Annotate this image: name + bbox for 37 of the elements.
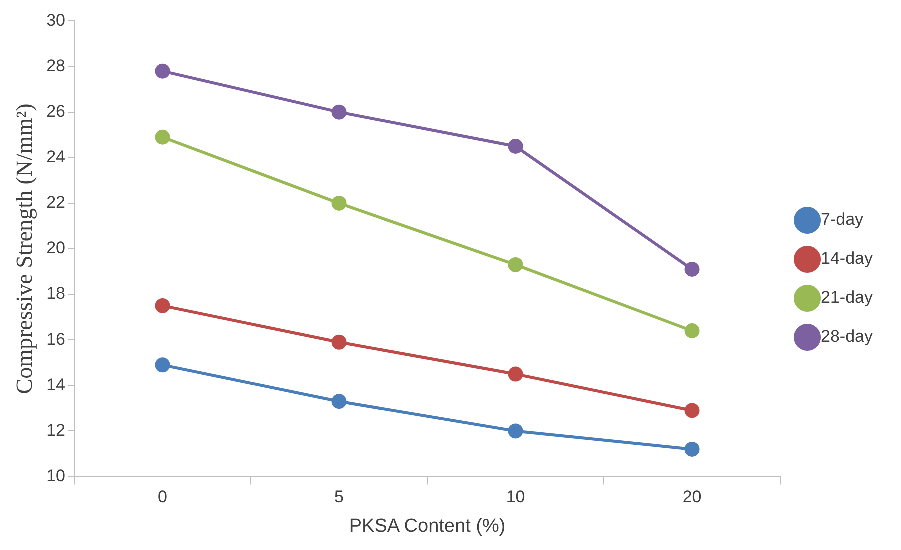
legend-label: 7-day (821, 210, 864, 230)
point (155, 358, 170, 373)
legend-label: 21-day (821, 288, 874, 308)
point (332, 394, 347, 410)
y-tick-label: 12 (46, 420, 66, 440)
point (508, 366, 524, 382)
point (332, 334, 347, 350)
x-tick-label: 0 (158, 488, 168, 507)
y-tick-label: 20 (46, 238, 66, 258)
y-tick-label: 16 (46, 330, 66, 349)
y-tick-label: 18 (46, 284, 66, 304)
point (508, 257, 524, 272)
y-tick-label: 30 (46, 10, 66, 30)
point (508, 424, 524, 439)
point (332, 104, 347, 120)
x-tick-label: 5 (334, 488, 344, 507)
x-axis-title: PKSA Content (%) (349, 516, 506, 537)
x-tick-label: 20 (682, 488, 702, 507)
point (155, 64, 170, 79)
y-tick-label: 22 (46, 193, 66, 212)
point (684, 442, 700, 457)
y-tick-label: 26 (46, 102, 66, 122)
point (155, 298, 170, 314)
point (684, 403, 700, 418)
y-tick-label: 14 (46, 375, 66, 394)
point (332, 196, 347, 211)
legend-label: 14-day (821, 249, 874, 268)
x-tick-label: 10 (506, 488, 526, 507)
point (684, 262, 700, 277)
point (155, 130, 170, 145)
y-tick-label: 24 (46, 148, 66, 167)
y-tick-label: 10 (46, 466, 66, 486)
y-tick-label: 28 (46, 56, 66, 76)
point (684, 324, 700, 339)
point (508, 138, 524, 154)
legend-label: 28-day (821, 327, 874, 346)
y-axis-title: Compressive Strength (N/mm²) (12, 104, 37, 394)
